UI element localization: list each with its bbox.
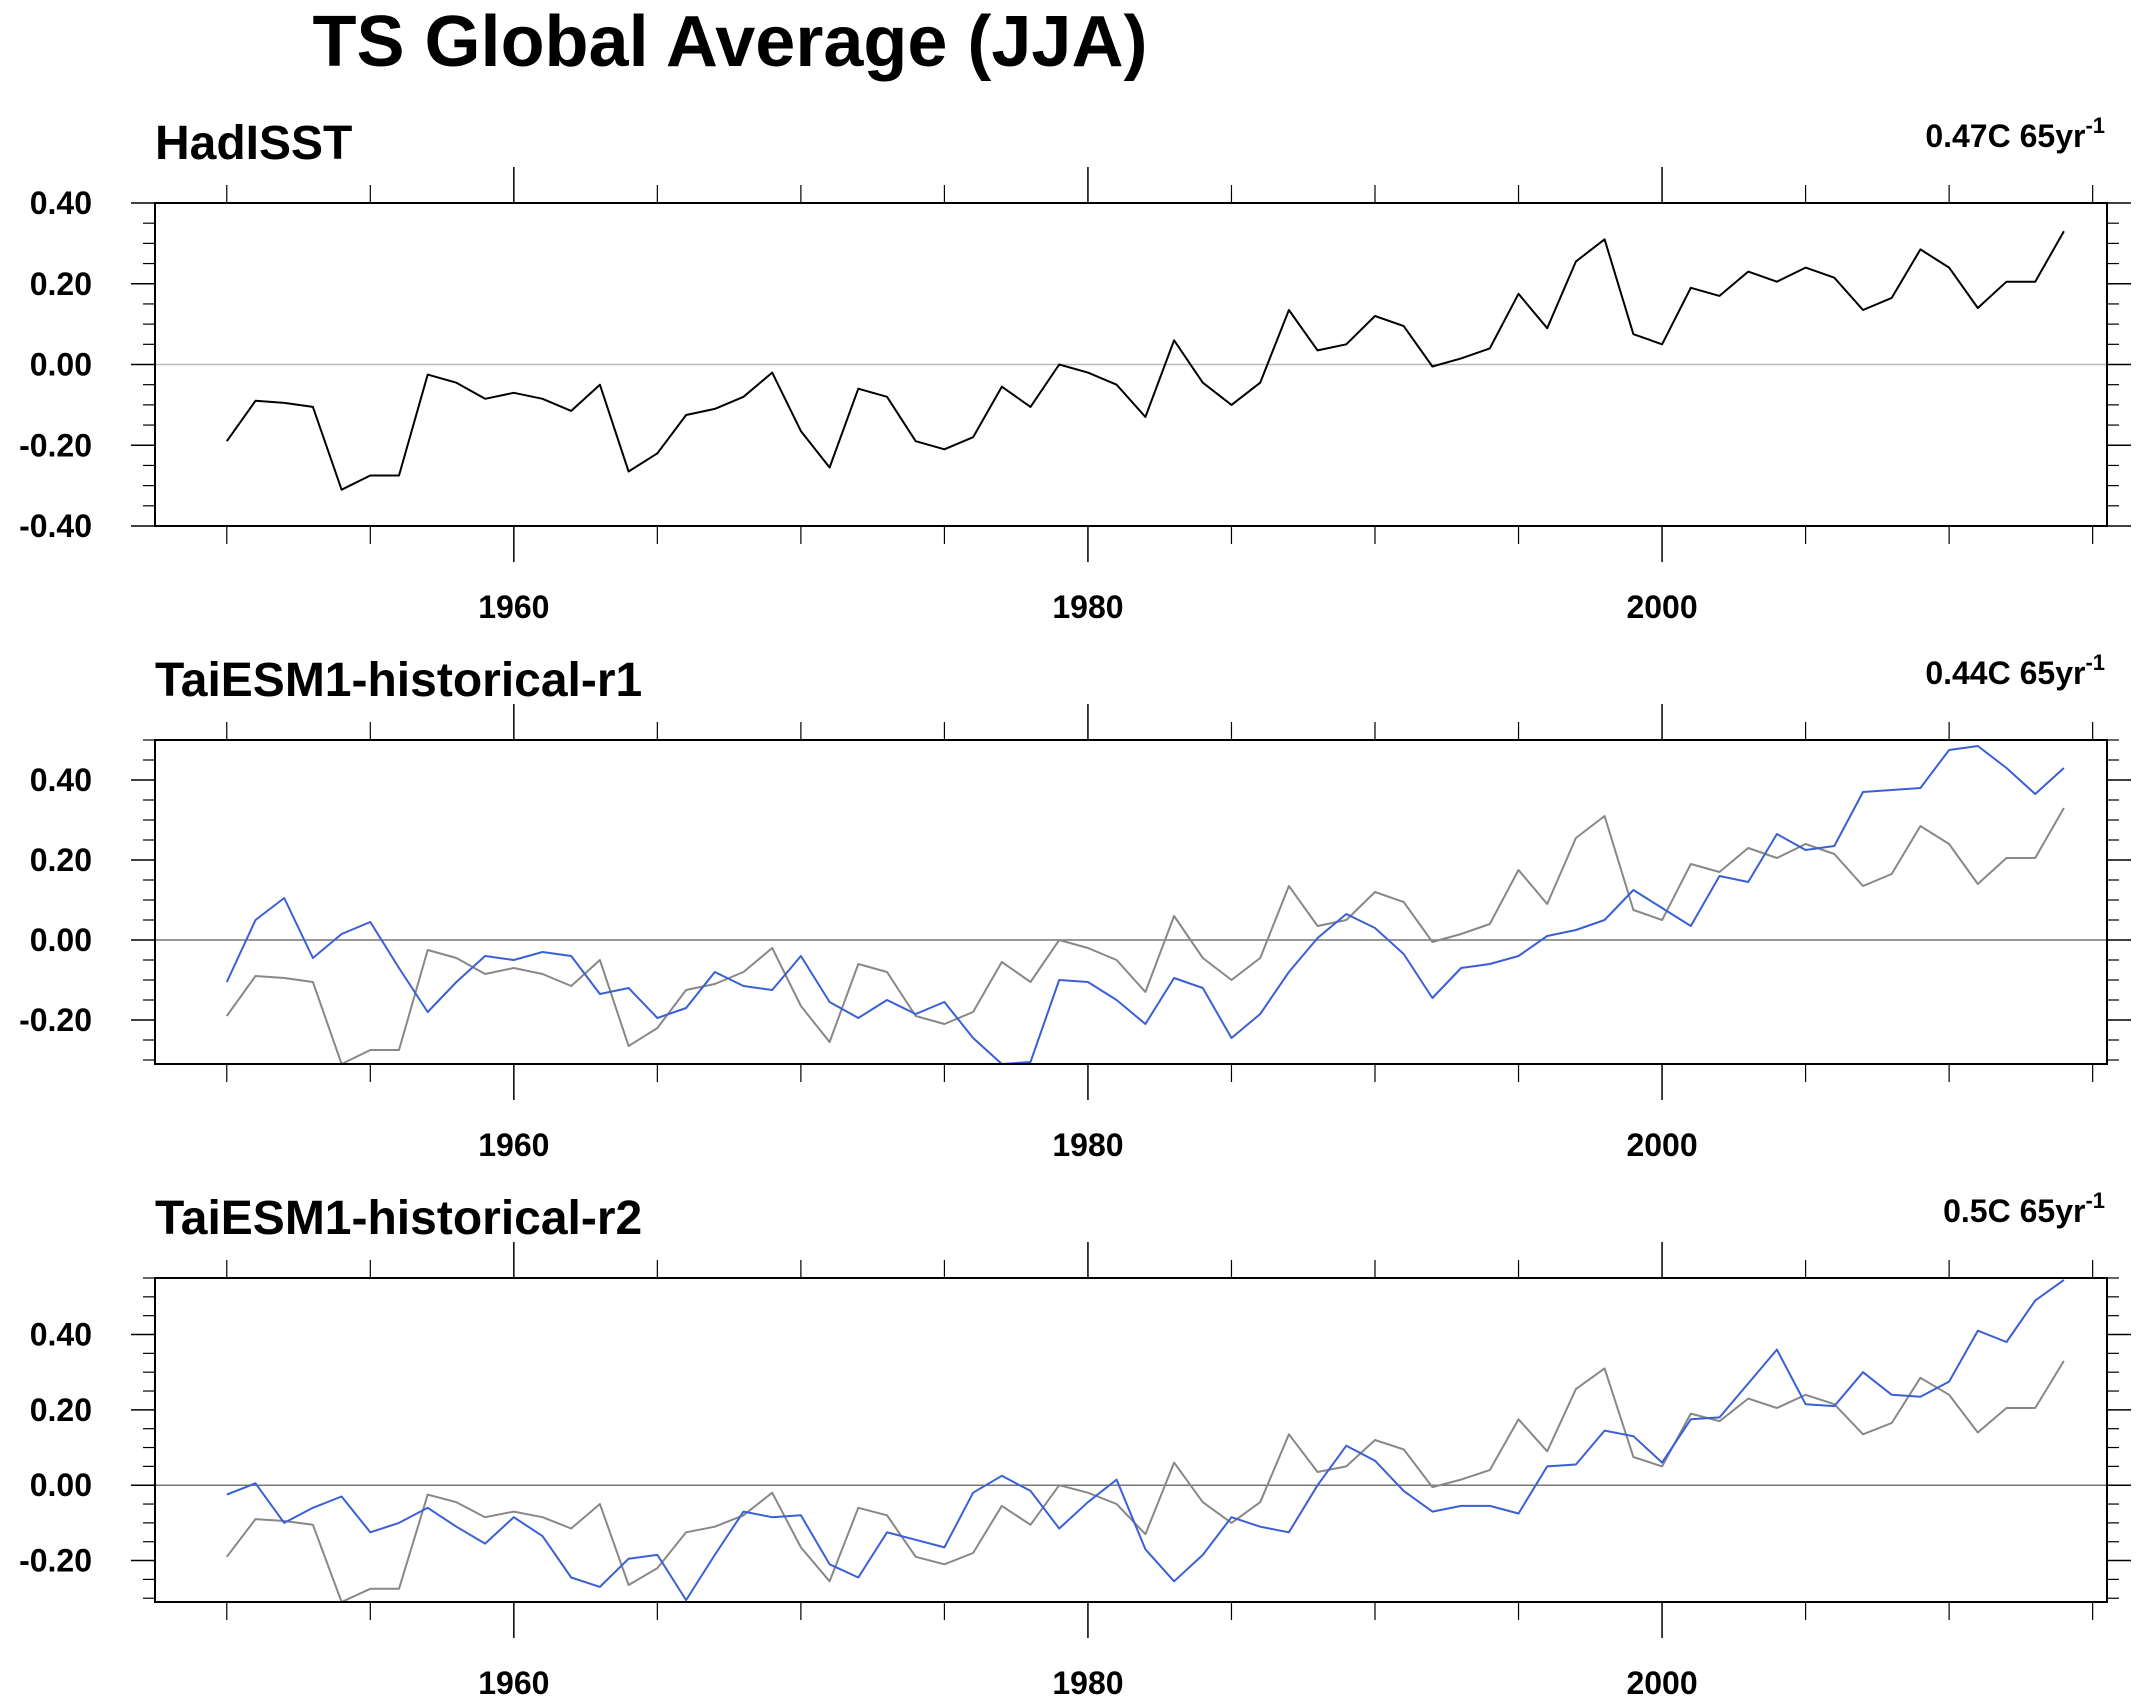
panel-title: TaiESM1-historical-r1 bbox=[155, 654, 642, 707]
plot-frame bbox=[154, 1277, 2108, 1603]
y-tick-label: 0.00 bbox=[30, 1467, 92, 1503]
y-tick-label: 0.20 bbox=[30, 1392, 92, 1428]
y-tick-label: -0.20 bbox=[19, 427, 92, 463]
trend-exponent: -1 bbox=[2085, 650, 2105, 675]
x-tick-label: 1960 bbox=[478, 1127, 549, 1163]
x-tick-label: 1980 bbox=[1052, 589, 1123, 625]
trend-label: 0.44C 65yr-1 bbox=[1925, 650, 2105, 691]
y-tick-label: 0.40 bbox=[30, 762, 92, 798]
panel-title: HadISST bbox=[155, 117, 352, 170]
y-tick-label: 0.00 bbox=[30, 922, 92, 958]
trend-text: 0.47C 65yr bbox=[1925, 118, 2085, 154]
panel-2: TaiESM1-historical-r1 0.44C 65yr-1 0.40 0.2… bbox=[19, 650, 2131, 1163]
observed-series-line bbox=[225, 807, 2065, 1065]
y-tick-label: 0.20 bbox=[30, 842, 92, 878]
y-tick-label: -0.20 bbox=[19, 1543, 92, 1579]
x-tick-label: 2000 bbox=[1626, 1127, 1697, 1163]
plot-frame bbox=[154, 202, 2108, 527]
y-tick-label: 0.20 bbox=[30, 266, 92, 302]
y-tick-label: 0.40 bbox=[30, 1317, 92, 1353]
page-title: TS Global Average (JJA) bbox=[312, 2, 1148, 82]
model-series-line bbox=[225, 745, 2065, 1065]
y-tick-label: -0.20 bbox=[19, 1002, 92, 1038]
observed-series-line bbox=[226, 1360, 2065, 1603]
x-tick-label: 1960 bbox=[478, 1665, 549, 1701]
y-tick-label: -0.40 bbox=[19, 508, 92, 544]
y-tick-label: 0.00 bbox=[30, 347, 92, 383]
trend-label: 0.5C 65yr-1 bbox=[1943, 1188, 2105, 1229]
plot-frame bbox=[154, 739, 2108, 1065]
x-tick-label: 2000 bbox=[1626, 589, 1697, 625]
x-tick-label: 1960 bbox=[478, 589, 549, 625]
observed-series-line bbox=[225, 230, 2065, 491]
trend-exponent: -1 bbox=[2085, 113, 2105, 138]
x-tick-label: 1980 bbox=[1052, 1127, 1123, 1163]
trend-label: 0.47C 65yr-1 bbox=[1925, 113, 2105, 154]
trend-text: 0.44C 65yr bbox=[1925, 655, 2085, 691]
trend-text: 0.5C 65yr bbox=[1943, 1193, 2085, 1229]
panel-1: HadISST 0.47C 65yr-1 0.40 0.20 0.00 -0.20 -0.4… bbox=[19, 113, 2131, 625]
trend-exponent: -1 bbox=[2085, 1188, 2105, 1213]
x-tick-label: 1980 bbox=[1052, 1665, 1123, 1701]
y-tick-label: 0.40 bbox=[30, 185, 92, 221]
model-series-line bbox=[226, 1279, 2065, 1602]
x-tick-label: 2000 bbox=[1626, 1665, 1697, 1701]
panel-title: TaiESM1-historical-r2 bbox=[155, 1192, 642, 1245]
panel-3: TaiESM1-historical-r2 0.5C 65yr-1 0.40 0.20… bbox=[19, 1188, 2131, 1701]
